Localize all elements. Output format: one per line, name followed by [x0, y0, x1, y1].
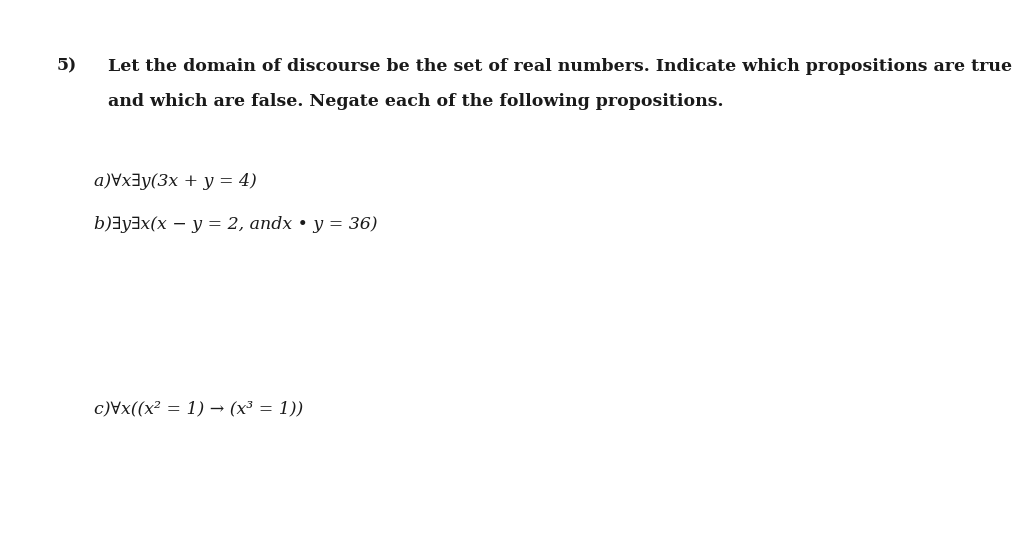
Text: a)∀x∃y(3x + y = 4): a)∀x∃y(3x + y = 4) — [94, 173, 257, 190]
Text: c)∀x((x² = 1) → (x³ = 1)): c)∀x((x² = 1) → (x³ = 1)) — [94, 400, 303, 417]
Text: 5): 5) — [56, 58, 77, 75]
Text: Let the domain of discourse be the set of real numbers. Indicate which propositi: Let the domain of discourse be the set o… — [108, 58, 1012, 75]
Text: b)∃y∃x(x − y = 2, andx • y = 36): b)∃y∃x(x − y = 2, andx • y = 36) — [94, 216, 378, 233]
Text: and which are false. Negate each of the following propositions.: and which are false. Negate each of the … — [108, 93, 723, 110]
